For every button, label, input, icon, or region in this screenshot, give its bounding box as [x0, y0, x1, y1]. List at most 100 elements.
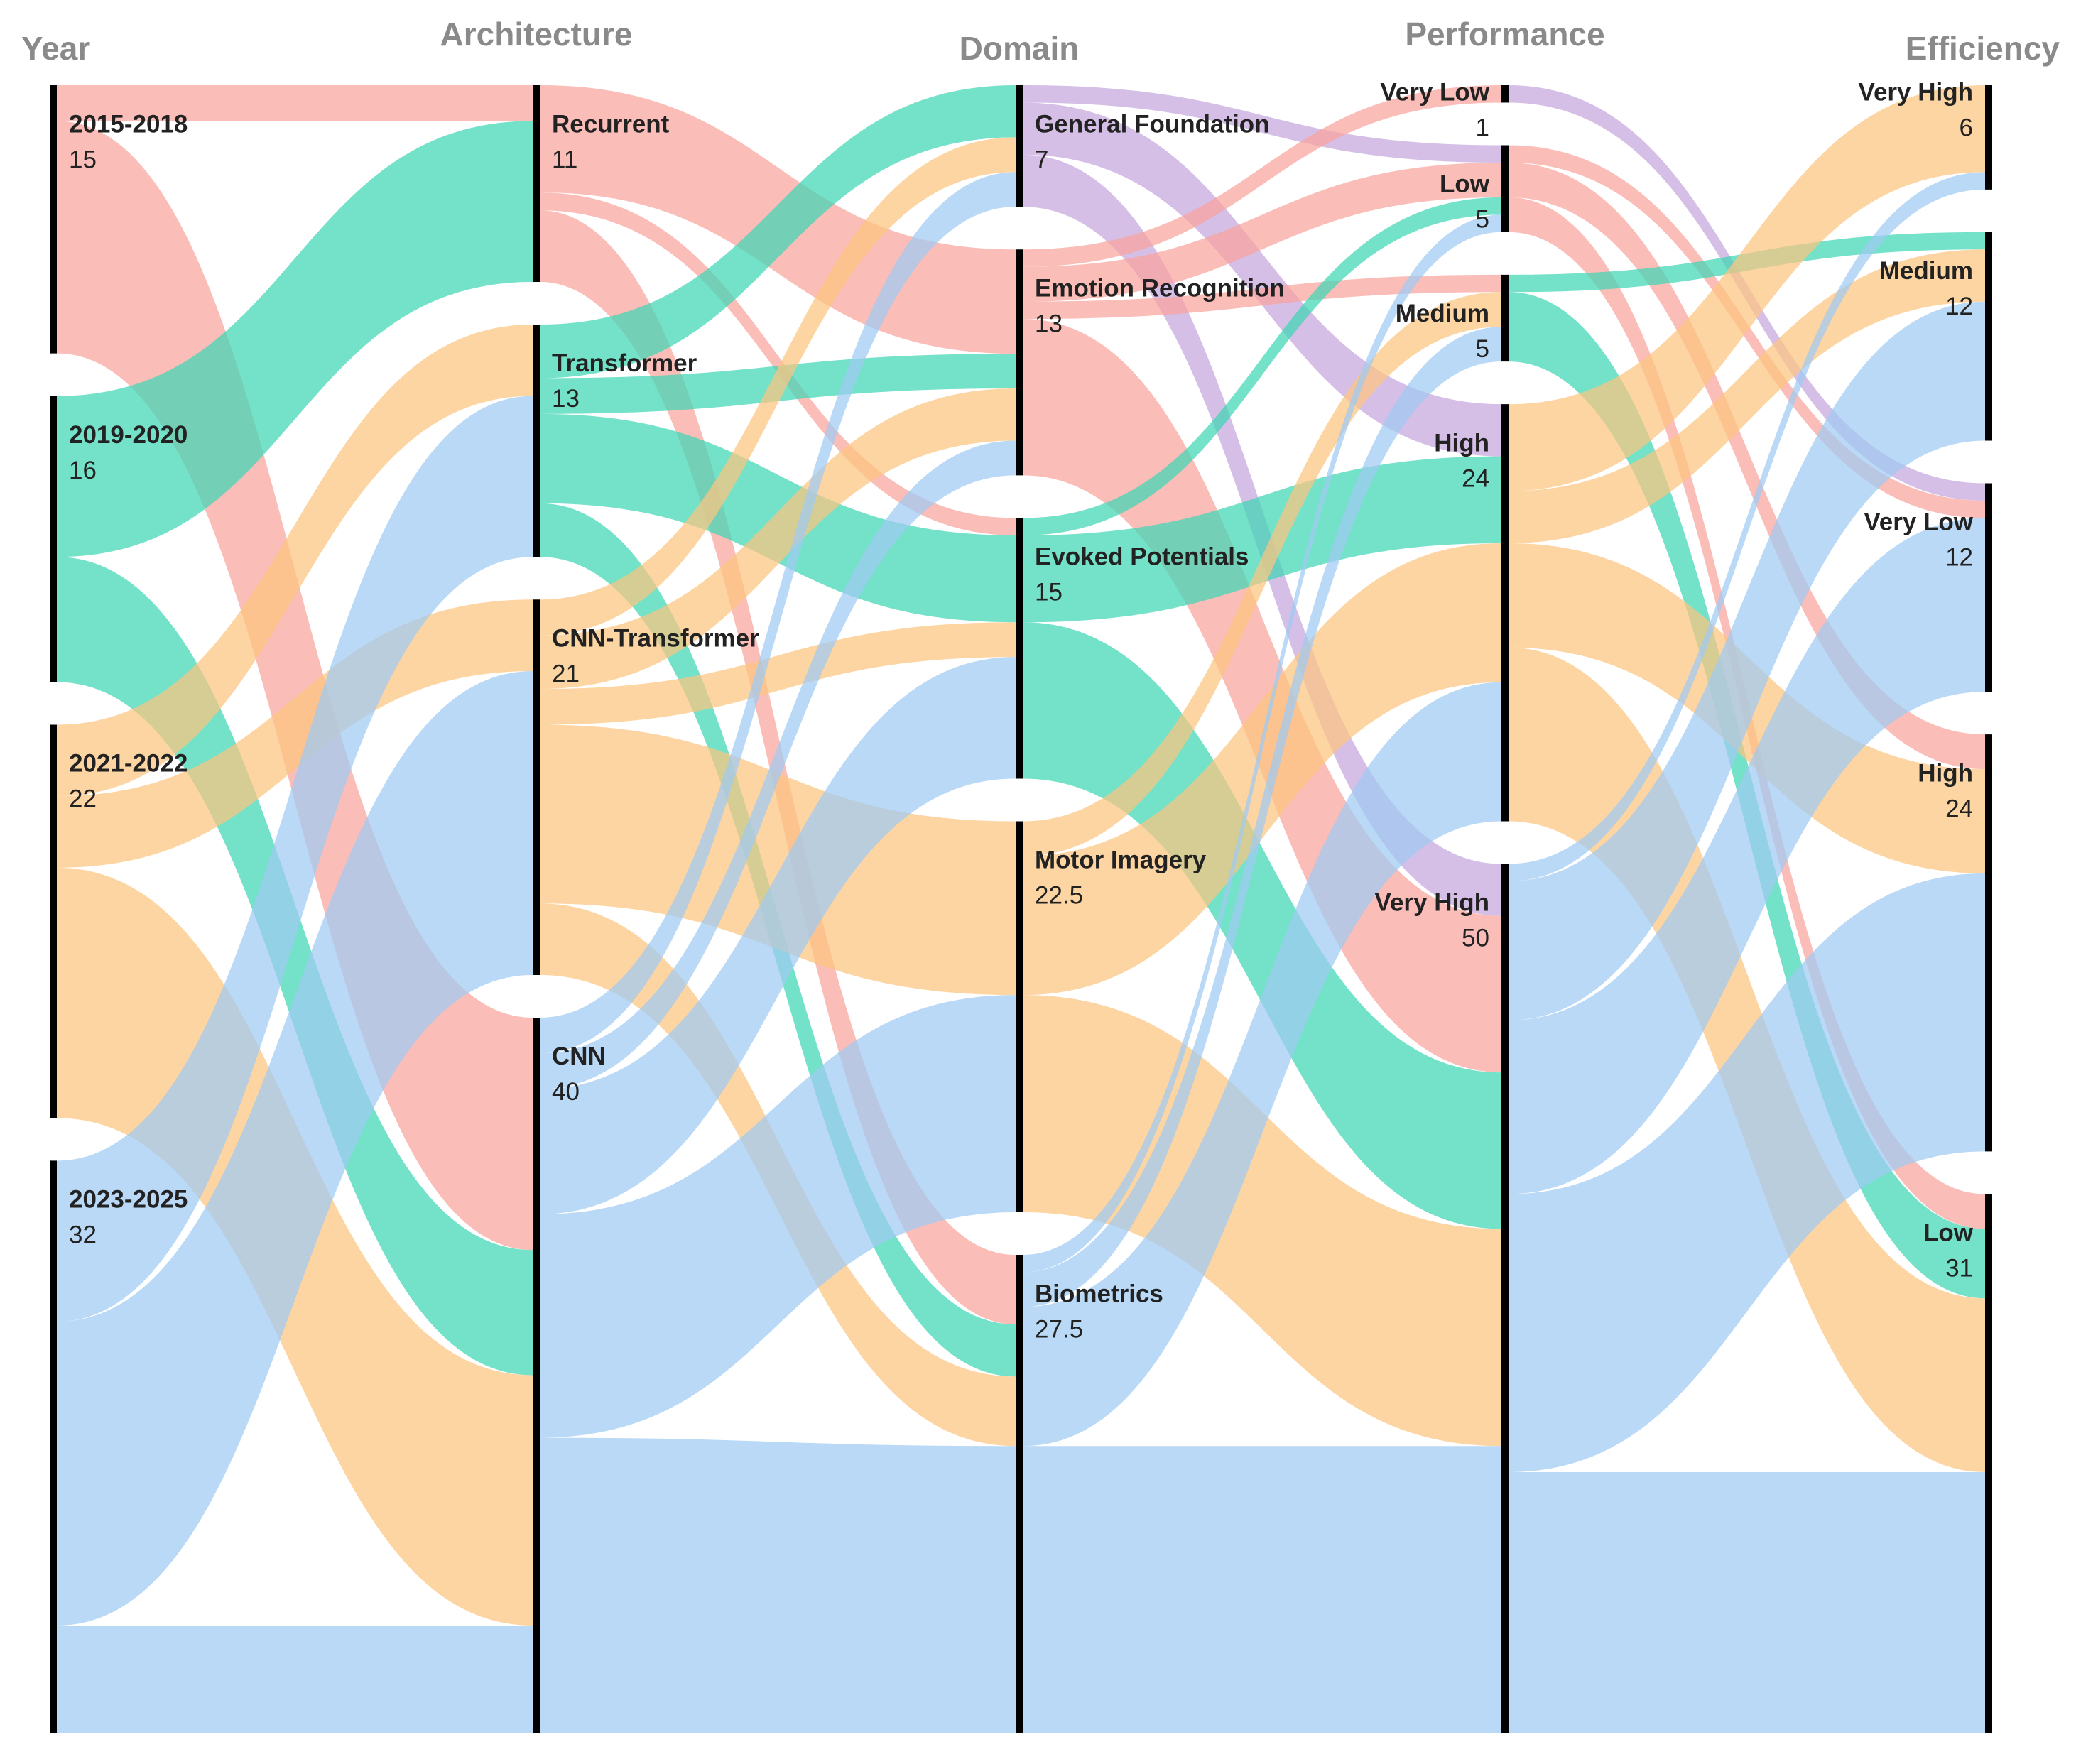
node-label: Medium	[1879, 257, 1973, 285]
node-value: 12	[1945, 293, 1973, 320]
node-label: CNN	[552, 1042, 606, 1070]
node-label: Evoked Potentials	[1035, 543, 1249, 571]
node-value: 50	[1462, 925, 1489, 952]
flow-ribbon	[540, 724, 1016, 996]
node-value: 22.5	[1035, 882, 1083, 910]
node-value: 24	[1945, 795, 1973, 822]
node-label: CNN-Transformer	[552, 624, 759, 652]
node-label: 2015-2018	[69, 110, 188, 138]
node-value: 40	[552, 1078, 580, 1106]
node-value: 5	[1476, 206, 1489, 234]
flow-ribbon	[1023, 162, 1501, 302]
node-label: Low	[1440, 170, 1490, 198]
node-value: 15	[1035, 579, 1063, 606]
dimension-title: Year	[21, 30, 90, 67]
flow-ribbon	[540, 85, 1016, 379]
flow-ribbon	[57, 324, 533, 797]
flow-ribbon	[540, 172, 1016, 1054]
node-label: High	[1434, 429, 1489, 457]
flow-ribbon	[57, 670, 533, 1626]
node-value: 6	[1960, 114, 1973, 141]
node-label: 2021-2022	[69, 750, 188, 778]
flow-ribbon	[57, 121, 533, 557]
node-label: Biometrics	[1035, 1280, 1163, 1307]
axes	[50, 85, 1992, 1733]
node-value: 11	[552, 146, 577, 173]
node-value: 12	[1945, 544, 1973, 572]
node-value: 16	[69, 457, 97, 484]
labels: Year2015-2018152019-2020162021-202222202…	[21, 16, 2060, 1343]
node-value: 27.5	[1035, 1315, 1083, 1343]
flow-ribbon	[540, 622, 1016, 725]
flow-ribbon	[1023, 543, 1501, 996]
node-value: 1	[1476, 114, 1489, 141]
flow-ribbon	[1023, 214, 1501, 822]
node-label: Low	[1923, 1219, 1974, 1247]
node-label: Very Low	[1380, 78, 1489, 106]
node-label: 2019-2020	[69, 421, 188, 449]
node-label: Very High	[1859, 78, 1973, 106]
flow-ribbon	[1509, 518, 1985, 1194]
flow-ribbon	[1509, 162, 1985, 770]
node-value: 21	[552, 660, 580, 687]
flow-ribbon	[1023, 102, 1501, 1256]
node-value: 31	[1945, 1255, 1973, 1283]
flow-ribbon	[1023, 274, 1501, 320]
ribbons	[57, 85, 1985, 1733]
node-value: 7	[1035, 146, 1048, 173]
flow-ribbon	[1023, 197, 1501, 535]
flow-ribbon	[540, 1437, 1016, 1733]
flow-ribbon	[1023, 292, 1501, 856]
flow-ribbon	[1023, 995, 1501, 1447]
flow-ribbon	[57, 85, 533, 121]
node-value: 13	[1035, 310, 1063, 338]
node-label: Very Low	[1864, 508, 1973, 536]
node-value: 24	[1462, 464, 1489, 492]
dimension-title: Architecture	[440, 16, 633, 53]
node-label: Medium	[1396, 300, 1489, 327]
node-value: 32	[69, 1221, 97, 1249]
flow-ribbon	[1023, 682, 1501, 1447]
node-label: High	[1918, 759, 1973, 787]
flow-ribbon	[1509, 301, 1985, 1020]
flow-ribbon	[57, 599, 533, 868]
flow-ribbon	[1509, 873, 1985, 1472]
flow-ribbon	[57, 281, 533, 725]
flow-ribbon	[1509, 1471, 1985, 1733]
flow-ribbon	[540, 657, 1016, 1214]
flow-ribbon	[540, 388, 1016, 690]
flow-ribbon	[540, 137, 1016, 636]
flow-ribbon	[57, 1625, 533, 1733]
node-value: 5	[1476, 335, 1489, 363]
flow-ribbon	[1509, 249, 1985, 543]
node-label: Very High	[1375, 889, 1489, 917]
flow-ribbon	[1023, 102, 1501, 822]
flow-ribbon	[540, 995, 1016, 1438]
node-label: Motor Imagery	[1035, 846, 1207, 874]
node-label: Transformer	[552, 349, 697, 377]
flow-ribbon	[540, 192, 1016, 535]
flow-ribbon	[1509, 172, 1985, 881]
dimension-title: Domain	[960, 30, 1080, 67]
flow-ribbon	[1023, 214, 1501, 1273]
flow-ribbon	[57, 396, 533, 1322]
dimension-title: Performance	[1405, 16, 1604, 53]
node-value: 13	[552, 385, 580, 413]
flow-ribbon	[1023, 102, 1501, 457]
flow-ribbon	[1023, 85, 1501, 267]
flow-ribbon	[57, 557, 533, 1376]
flow-ribbon	[540, 440, 1016, 1089]
flow-ribbon	[1509, 85, 1985, 491]
node-value: 15	[69, 146, 97, 173]
node-label: Recurrent	[552, 110, 670, 138]
flow-ribbon	[1023, 327, 1501, 1307]
flow-ribbon	[1023, 1446, 1501, 1733]
node-label: General Foundation	[1035, 110, 1270, 138]
flow-ribbon	[1023, 85, 1501, 163]
node-label: 2023-2025	[69, 1186, 188, 1214]
node-label: Emotion Recognition	[1035, 275, 1285, 303]
dimension-title: Efficiency	[1906, 30, 2060, 67]
flow-ribbon	[1023, 456, 1501, 623]
node-value: 22	[69, 785, 97, 813]
